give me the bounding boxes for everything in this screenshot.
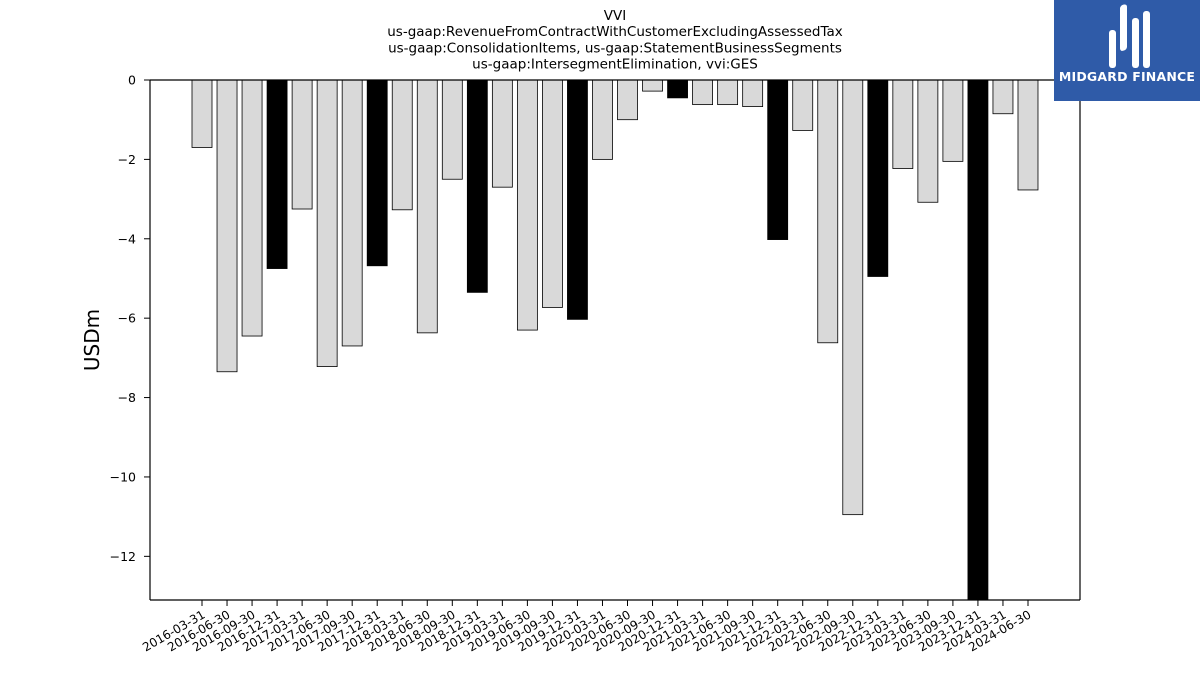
bar xyxy=(316,79,338,367)
bar xyxy=(466,79,488,293)
bar xyxy=(667,79,688,99)
bar xyxy=(867,79,889,277)
y-tick-label: 0 xyxy=(128,73,136,88)
chart-title-line: VVI xyxy=(604,8,626,24)
bar xyxy=(742,79,764,107)
bar xyxy=(592,79,613,160)
bar xyxy=(967,79,989,601)
bar xyxy=(416,79,438,334)
bar xyxy=(617,79,638,121)
y-axis-label: USDm xyxy=(80,309,104,371)
bar xyxy=(642,79,663,92)
bar xyxy=(542,79,563,308)
bar xyxy=(692,79,713,106)
chart-title-line: us-gaap:IntersegmentElimination, vvi:GES xyxy=(472,57,758,73)
y-tick-label: −6 xyxy=(118,311,136,326)
bar xyxy=(817,79,839,344)
bar xyxy=(441,79,463,180)
bar xyxy=(241,79,263,337)
bar xyxy=(341,79,363,347)
y-tick-label: −12 xyxy=(110,549,136,564)
y-tick-label: −8 xyxy=(118,390,136,405)
bar xyxy=(391,79,413,211)
chart-title-line: us-gaap:ConsolidationItems, us-gaap:Stat… xyxy=(388,40,842,56)
midgard-finance-logo: MIDGARD FINANCE xyxy=(1054,0,1200,101)
y-tick-label: −4 xyxy=(118,231,136,246)
bar xyxy=(491,79,513,188)
y-tick-label: −10 xyxy=(110,469,136,484)
bar xyxy=(792,79,814,131)
y-tick-label: −2 xyxy=(118,152,136,167)
bar xyxy=(717,79,739,106)
logo-text: MIDGARD FINANCE xyxy=(1058,69,1196,84)
bar xyxy=(291,79,313,210)
bar xyxy=(516,79,538,331)
bar xyxy=(942,79,964,162)
bar xyxy=(191,79,213,148)
logo-mark-icon xyxy=(1109,4,1150,68)
bar xyxy=(767,79,789,240)
bar xyxy=(216,79,238,373)
chart-title-line: us-gaap:RevenueFromContractWithCustomerE… xyxy=(387,24,843,40)
bar xyxy=(366,79,388,267)
bar xyxy=(1017,79,1039,191)
bar xyxy=(917,79,939,203)
bar xyxy=(992,79,1014,115)
bar xyxy=(842,79,864,516)
bar xyxy=(567,79,588,320)
bar xyxy=(266,79,288,269)
bar xyxy=(892,79,914,169)
